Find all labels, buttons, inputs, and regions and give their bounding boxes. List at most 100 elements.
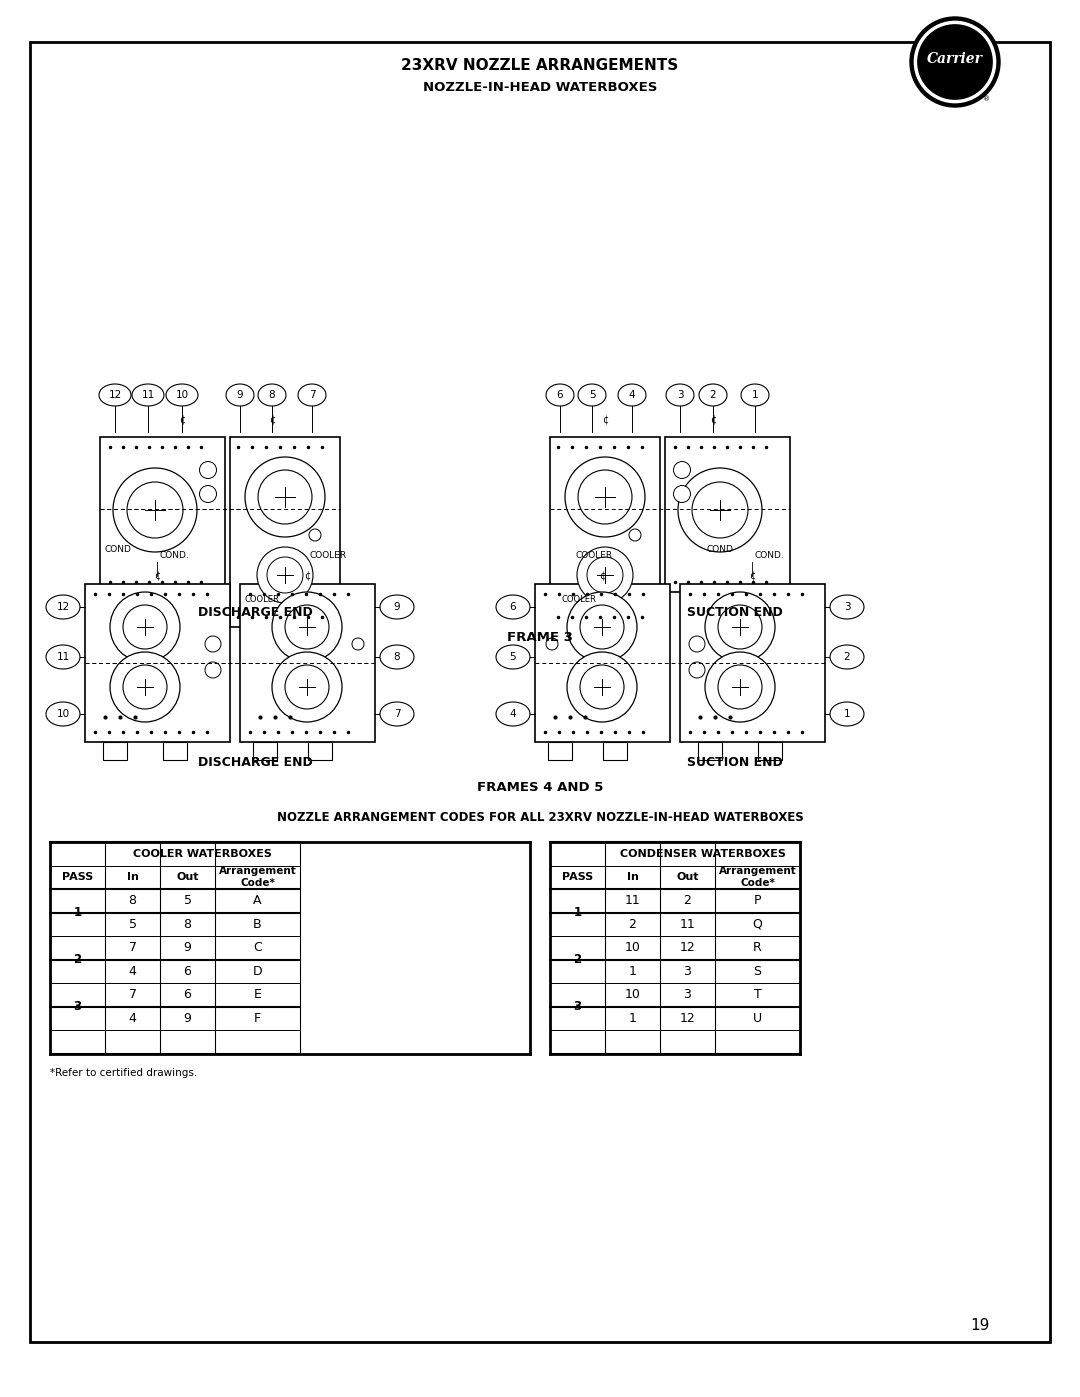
- Text: 11: 11: [141, 390, 154, 400]
- Text: 7: 7: [309, 390, 315, 400]
- Ellipse shape: [46, 703, 80, 726]
- Ellipse shape: [578, 384, 606, 407]
- Text: FRAME 3: FRAME 3: [508, 630, 572, 644]
- Circle shape: [285, 605, 329, 650]
- Text: NOZZLE ARRANGEMENT CODES FOR ALL 23XRV NOZZLE-IN-HEAD WATERBOXES: NOZZLE ARRANGEMENT CODES FOR ALL 23XRV N…: [276, 810, 804, 823]
- Text: P: P: [754, 894, 761, 907]
- Circle shape: [245, 457, 325, 536]
- Text: COND.: COND.: [160, 550, 190, 560]
- Circle shape: [629, 529, 642, 541]
- Circle shape: [674, 461, 690, 479]
- Ellipse shape: [166, 384, 198, 407]
- Bar: [550, 437, 660, 627]
- Circle shape: [352, 638, 364, 650]
- Text: S: S: [754, 965, 761, 978]
- Text: E: E: [254, 988, 261, 1002]
- Text: 1: 1: [73, 907, 82, 919]
- Ellipse shape: [546, 384, 573, 407]
- Text: 19: 19: [970, 1317, 989, 1333]
- Ellipse shape: [496, 703, 530, 726]
- Circle shape: [110, 652, 180, 722]
- Text: ¢: ¢: [153, 571, 160, 581]
- Text: 5: 5: [589, 390, 595, 400]
- Circle shape: [588, 557, 623, 592]
- Text: 8: 8: [129, 894, 136, 907]
- Text: ¢: ¢: [303, 571, 310, 581]
- Ellipse shape: [380, 703, 414, 726]
- Bar: [240, 584, 375, 742]
- Text: 10: 10: [624, 942, 640, 954]
- Text: In: In: [626, 872, 638, 883]
- Circle shape: [205, 662, 221, 678]
- Text: 2: 2: [684, 894, 691, 907]
- Text: Out: Out: [676, 872, 699, 883]
- Text: 10: 10: [624, 988, 640, 1002]
- Text: COND.: COND.: [755, 550, 785, 560]
- Ellipse shape: [258, 384, 286, 407]
- Circle shape: [123, 605, 167, 650]
- Text: 2: 2: [73, 953, 82, 965]
- Text: 4: 4: [129, 1011, 136, 1025]
- Text: 7: 7: [129, 942, 136, 954]
- Text: F: F: [254, 1011, 261, 1025]
- Circle shape: [200, 461, 216, 479]
- Circle shape: [705, 652, 775, 722]
- Text: 8: 8: [184, 918, 191, 930]
- Text: ¢: ¢: [179, 415, 185, 425]
- Text: 2: 2: [573, 953, 581, 965]
- Ellipse shape: [618, 384, 646, 407]
- Bar: [548, 742, 572, 760]
- Ellipse shape: [132, 384, 164, 407]
- Text: ¢: ¢: [710, 415, 716, 425]
- Text: 3: 3: [573, 1000, 581, 1013]
- Text: C: C: [253, 942, 261, 954]
- Text: 11: 11: [624, 894, 640, 907]
- Ellipse shape: [699, 384, 727, 407]
- Circle shape: [258, 469, 312, 524]
- Text: ¢: ¢: [748, 571, 755, 581]
- Text: 8: 8: [269, 390, 275, 400]
- Circle shape: [678, 468, 762, 552]
- Text: 5: 5: [510, 652, 516, 662]
- Text: 5: 5: [184, 894, 191, 907]
- Circle shape: [110, 592, 180, 662]
- Circle shape: [267, 557, 303, 592]
- Bar: [680, 584, 825, 742]
- Text: 6: 6: [510, 602, 516, 612]
- Text: SUCTION END: SUCTION END: [687, 756, 783, 768]
- Text: COOLER: COOLER: [575, 550, 612, 560]
- Ellipse shape: [226, 384, 254, 407]
- Text: 10: 10: [175, 390, 189, 400]
- Circle shape: [272, 592, 342, 662]
- Circle shape: [689, 636, 705, 652]
- Ellipse shape: [46, 645, 80, 669]
- Circle shape: [272, 652, 342, 722]
- Text: 7: 7: [129, 988, 136, 1002]
- Text: 1: 1: [752, 390, 758, 400]
- Ellipse shape: [380, 645, 414, 669]
- Text: Arrangement
Code*: Arrangement Code*: [218, 866, 296, 888]
- Text: Out: Out: [176, 872, 199, 883]
- Bar: [230, 437, 340, 627]
- Text: 3: 3: [684, 965, 691, 978]
- Circle shape: [567, 652, 637, 722]
- Text: 12: 12: [108, 390, 122, 400]
- Text: 6: 6: [184, 988, 191, 1002]
- Text: CONDENSER WATERBOXES: CONDENSER WATERBOXES: [620, 849, 785, 859]
- Bar: [698, 742, 723, 760]
- Bar: [308, 742, 332, 760]
- Bar: [665, 437, 789, 592]
- Text: ¢: ¢: [602, 415, 608, 425]
- Text: 1: 1: [843, 710, 850, 719]
- Text: PASS: PASS: [62, 872, 93, 883]
- Ellipse shape: [666, 384, 694, 407]
- Text: 2: 2: [843, 652, 850, 662]
- Text: 4: 4: [129, 965, 136, 978]
- Text: DISCHARGE END: DISCHARGE END: [198, 756, 312, 768]
- Circle shape: [127, 482, 183, 538]
- Circle shape: [309, 529, 321, 541]
- Text: 10: 10: [56, 710, 69, 719]
- Text: 1: 1: [629, 1011, 636, 1025]
- Text: 11: 11: [56, 652, 69, 662]
- Text: ¢: ¢: [269, 415, 275, 425]
